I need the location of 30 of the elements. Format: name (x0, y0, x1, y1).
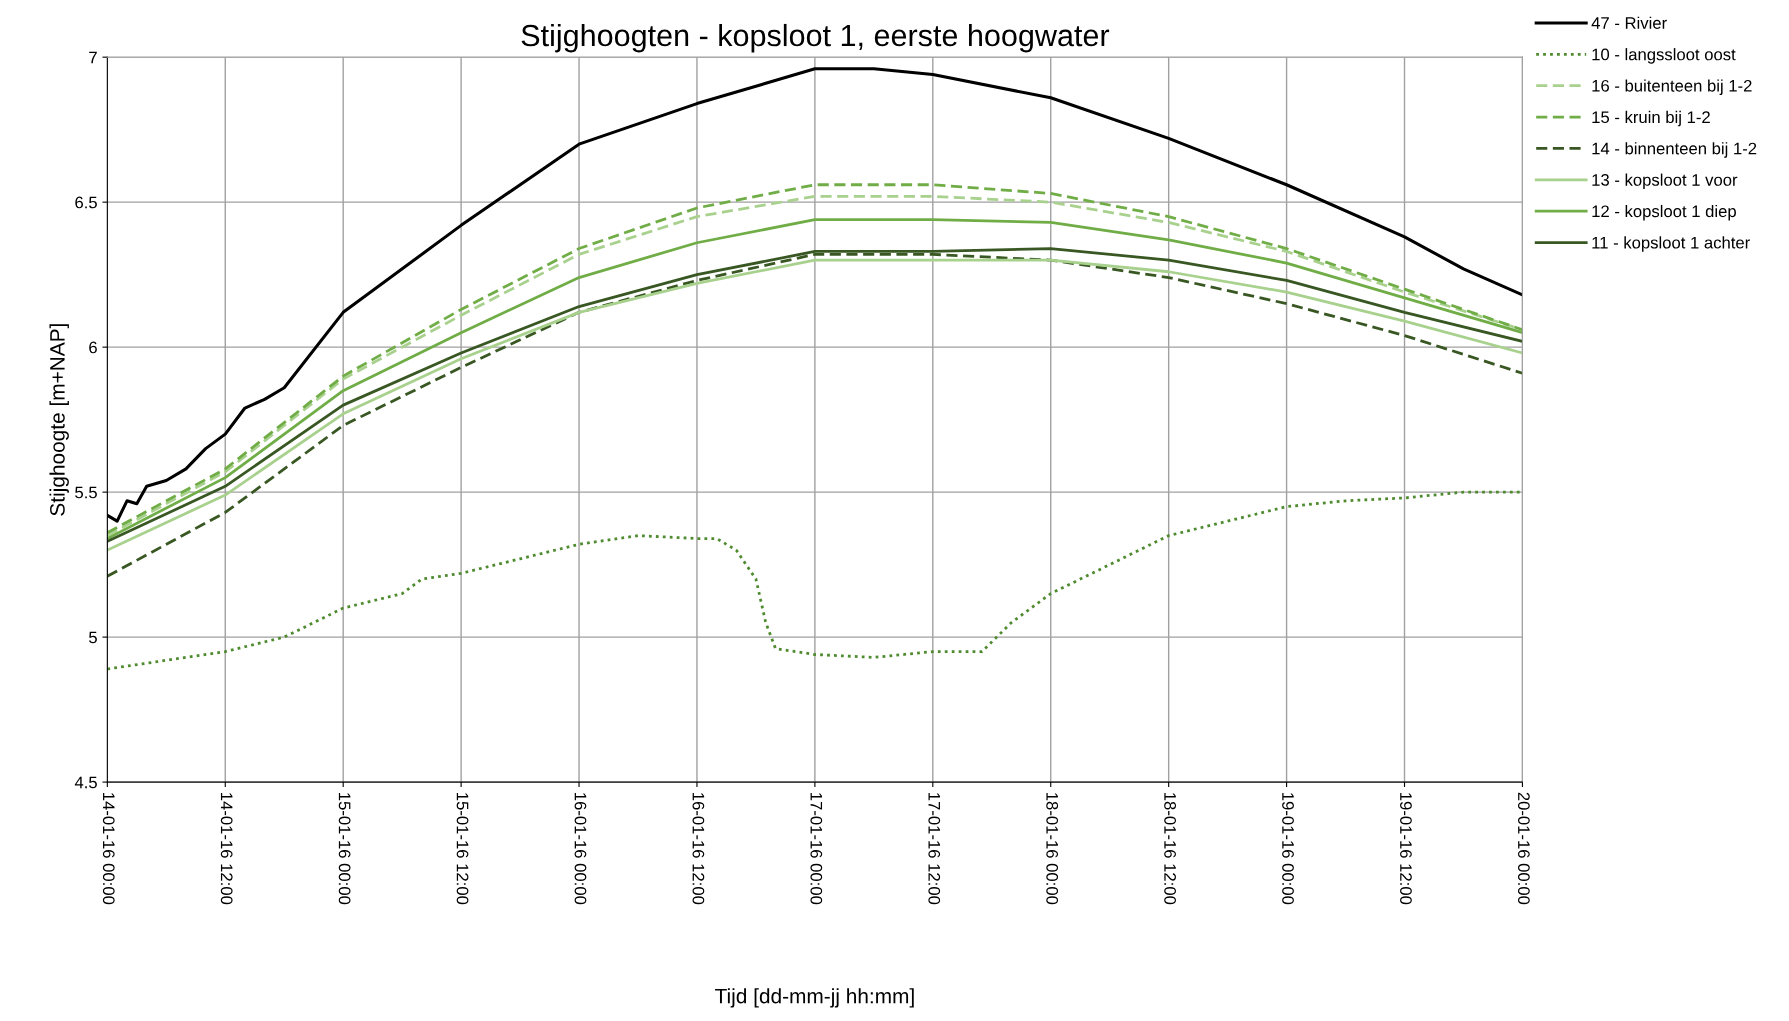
chart-title: Stijghoogten - kopsloot 1, eerste hoogwater (521, 23, 1110, 53)
x-tick-label: 17-01-16 12:00 (928, 793, 941, 905)
x-tick-label: 16-01-16 00:00 (574, 793, 587, 905)
y-tick-label: 6.5 (75, 196, 97, 209)
legend-label: 13 - kopsloot 1 voor (1592, 173, 1738, 190)
x-tick-label: 18-01-16 12:00 (1164, 793, 1176, 905)
y-tick-label: 4.5 (74, 776, 97, 789)
x-tick-label: 14-01-16 12:00 (220, 793, 233, 905)
legend-label: 16 - buitenteen bij 1-2 (1592, 79, 1752, 95)
legend-label: 10 - langssloot oost (1592, 48, 1736, 64)
x-tick-label: 14-01-16 00:00 (102, 793, 115, 905)
y-tick-label: 5.5 (75, 486, 97, 499)
x-tick-label: 16-01-16 12:00 (692, 793, 705, 905)
y-axis-title: Stijghoogte [m+NAP] (49, 324, 69, 516)
x-tick-label: 15-01-16 00:00 (338, 793, 351, 905)
legend-label: 47 - Rivier (1591, 16, 1667, 29)
x-tick-label: 17-01-16 00:00 (810, 793, 823, 905)
y-tick-label: 5 (89, 631, 97, 644)
x-axis-title: Tijd [dd-mm-jj hh:mm] (715, 988, 914, 1008)
legend-label: 15 - kruin bij 1-2 (1592, 110, 1710, 127)
x-tick-label: 20-01-16 00:00 (1517, 792, 1530, 905)
x-tick-label: 19-01-16 00:00 (1282, 793, 1294, 905)
x-tick-label: 15-01-16 12:00 (456, 793, 469, 905)
legend-label: 12 - kopsloot 1 diep (1592, 204, 1736, 221)
legend-label: 14 - binnenteen bij 1-2 (1592, 142, 1757, 158)
x-tick-label: 18-01-16 00:00 (1046, 793, 1059, 905)
legend-label: 11 - kopsloot 1 achter (1592, 236, 1750, 252)
y-tick-label: 6 (89, 341, 97, 354)
x-tick-label: 19-01-16 12:00 (1400, 793, 1412, 905)
y-tick-label: 7 (89, 51, 97, 64)
